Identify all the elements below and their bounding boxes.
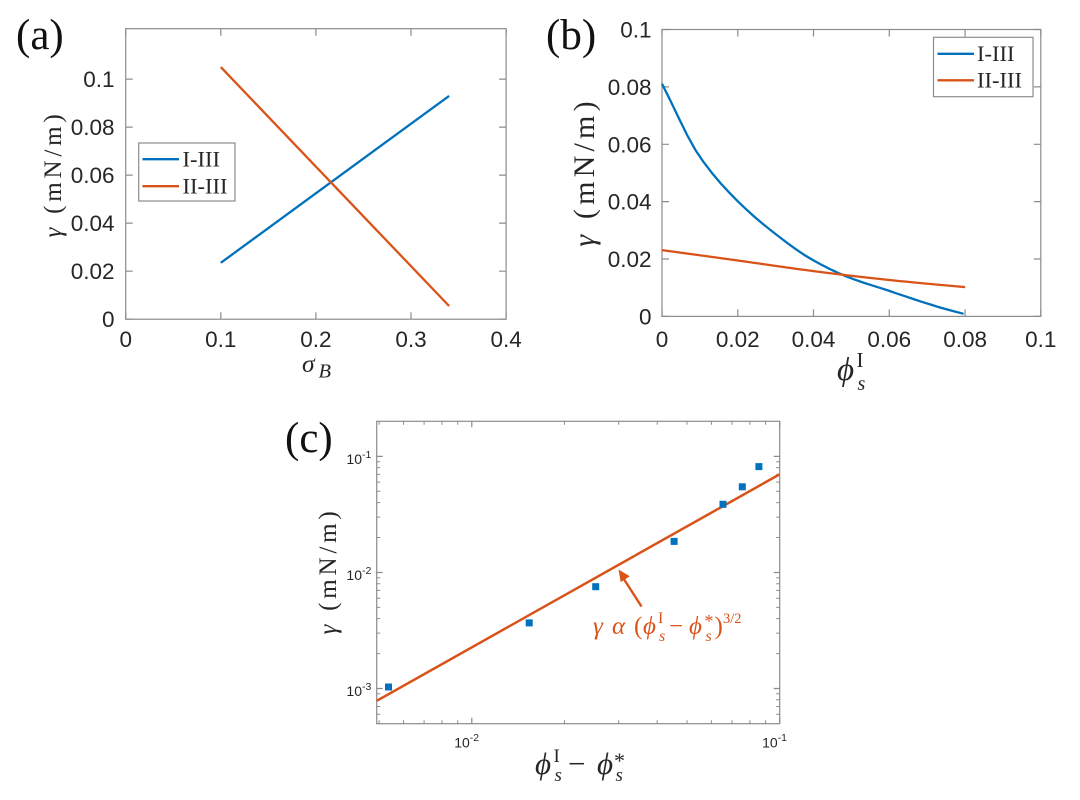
svg-text:γ (mN/m): γ (mN/m)	[568, 97, 601, 247]
svg-text:10: 10	[762, 735, 778, 751]
svg-text:0.08: 0.08	[71, 115, 115, 140]
svg-text:I: I	[658, 610, 663, 627]
svg-text:0.08: 0.08	[943, 327, 987, 352]
svg-text:ϕ: ϕ	[597, 746, 613, 781]
svg-text:α: α	[612, 613, 626, 640]
svg-text:0.06: 0.06	[71, 163, 115, 188]
svg-text:0.1: 0.1	[83, 67, 114, 92]
svg-text:0.02: 0.02	[71, 259, 115, 284]
svg-text:s: s	[555, 765, 562, 786]
svg-text:II-III: II-III	[183, 174, 228, 199]
svg-text:0.04: 0.04	[608, 190, 652, 215]
svg-text:-3: -3	[362, 681, 371, 693]
svg-text:γ: γ	[593, 613, 604, 640]
svg-text:*: *	[705, 611, 714, 631]
svg-text:s: s	[659, 628, 665, 645]
svg-text:I-III: I-III	[977, 41, 1014, 66]
svg-text:0: 0	[102, 307, 115, 332]
svg-text:0.06: 0.06	[608, 132, 652, 157]
svg-text:0: 0	[119, 327, 132, 352]
svg-text:γ (mN/m): γ (mN/m)	[40, 110, 67, 237]
svg-text:I: I	[857, 348, 864, 372]
svg-text:10: 10	[346, 683, 362, 699]
svg-text:0.06: 0.06	[867, 327, 911, 352]
svg-text:0.1: 0.1	[205, 327, 236, 352]
svg-text:): )	[715, 613, 723, 640]
svg-text:10: 10	[346, 451, 362, 467]
svg-text:-2: -2	[470, 732, 479, 744]
svg-text:s: s	[616, 765, 623, 786]
svg-text:s: s	[706, 628, 712, 645]
svg-text:3/2: 3/2	[723, 611, 742, 627]
svg-text:I-III: I-III	[183, 147, 220, 172]
svg-text:*: *	[614, 748, 625, 773]
svg-text:0.3: 0.3	[395, 327, 426, 352]
svg-text:0.02: 0.02	[608, 247, 652, 272]
svg-text:10: 10	[454, 735, 470, 751]
svg-text:(c): (c)	[285, 415, 333, 462]
svg-text:0: 0	[656, 327, 669, 352]
svg-text:0.1: 0.1	[620, 18, 651, 43]
svg-text:0.2: 0.2	[300, 327, 331, 352]
svg-text:σ: σ	[302, 349, 316, 378]
svg-text:-2: -2	[362, 565, 371, 577]
svg-text:-1: -1	[362, 449, 371, 461]
svg-text:0.1: 0.1	[1025, 327, 1056, 352]
svg-text:ϕ: ϕ	[535, 746, 551, 781]
svg-text:γ (mN/m): γ (mN/m)	[315, 507, 342, 634]
svg-text:0: 0	[639, 304, 652, 329]
svg-text:ϕ: ϕ	[643, 613, 656, 640]
svg-text:II-III: II-III	[977, 68, 1022, 93]
svg-text:ϕ: ϕ	[837, 352, 854, 388]
svg-text:0.4: 0.4	[490, 327, 521, 352]
svg-text:s: s	[858, 373, 866, 395]
svg-text:0.02: 0.02	[716, 327, 760, 352]
svg-text:0.04: 0.04	[71, 211, 115, 236]
svg-text:0.04: 0.04	[792, 327, 836, 352]
svg-text:0.08: 0.08	[608, 75, 652, 100]
svg-text:I: I	[554, 746, 560, 767]
svg-text:(b): (b)	[546, 12, 596, 59]
svg-text:ϕ: ϕ	[689, 613, 702, 640]
svg-text:-1: -1	[778, 732, 787, 744]
svg-text:(: (	[634, 613, 642, 640]
svg-text:(a): (a)	[16, 12, 64, 59]
svg-text:−: −	[568, 746, 585, 781]
svg-text:10: 10	[346, 567, 362, 583]
svg-text:−: −	[669, 613, 683, 640]
svg-text:B: B	[319, 361, 332, 383]
